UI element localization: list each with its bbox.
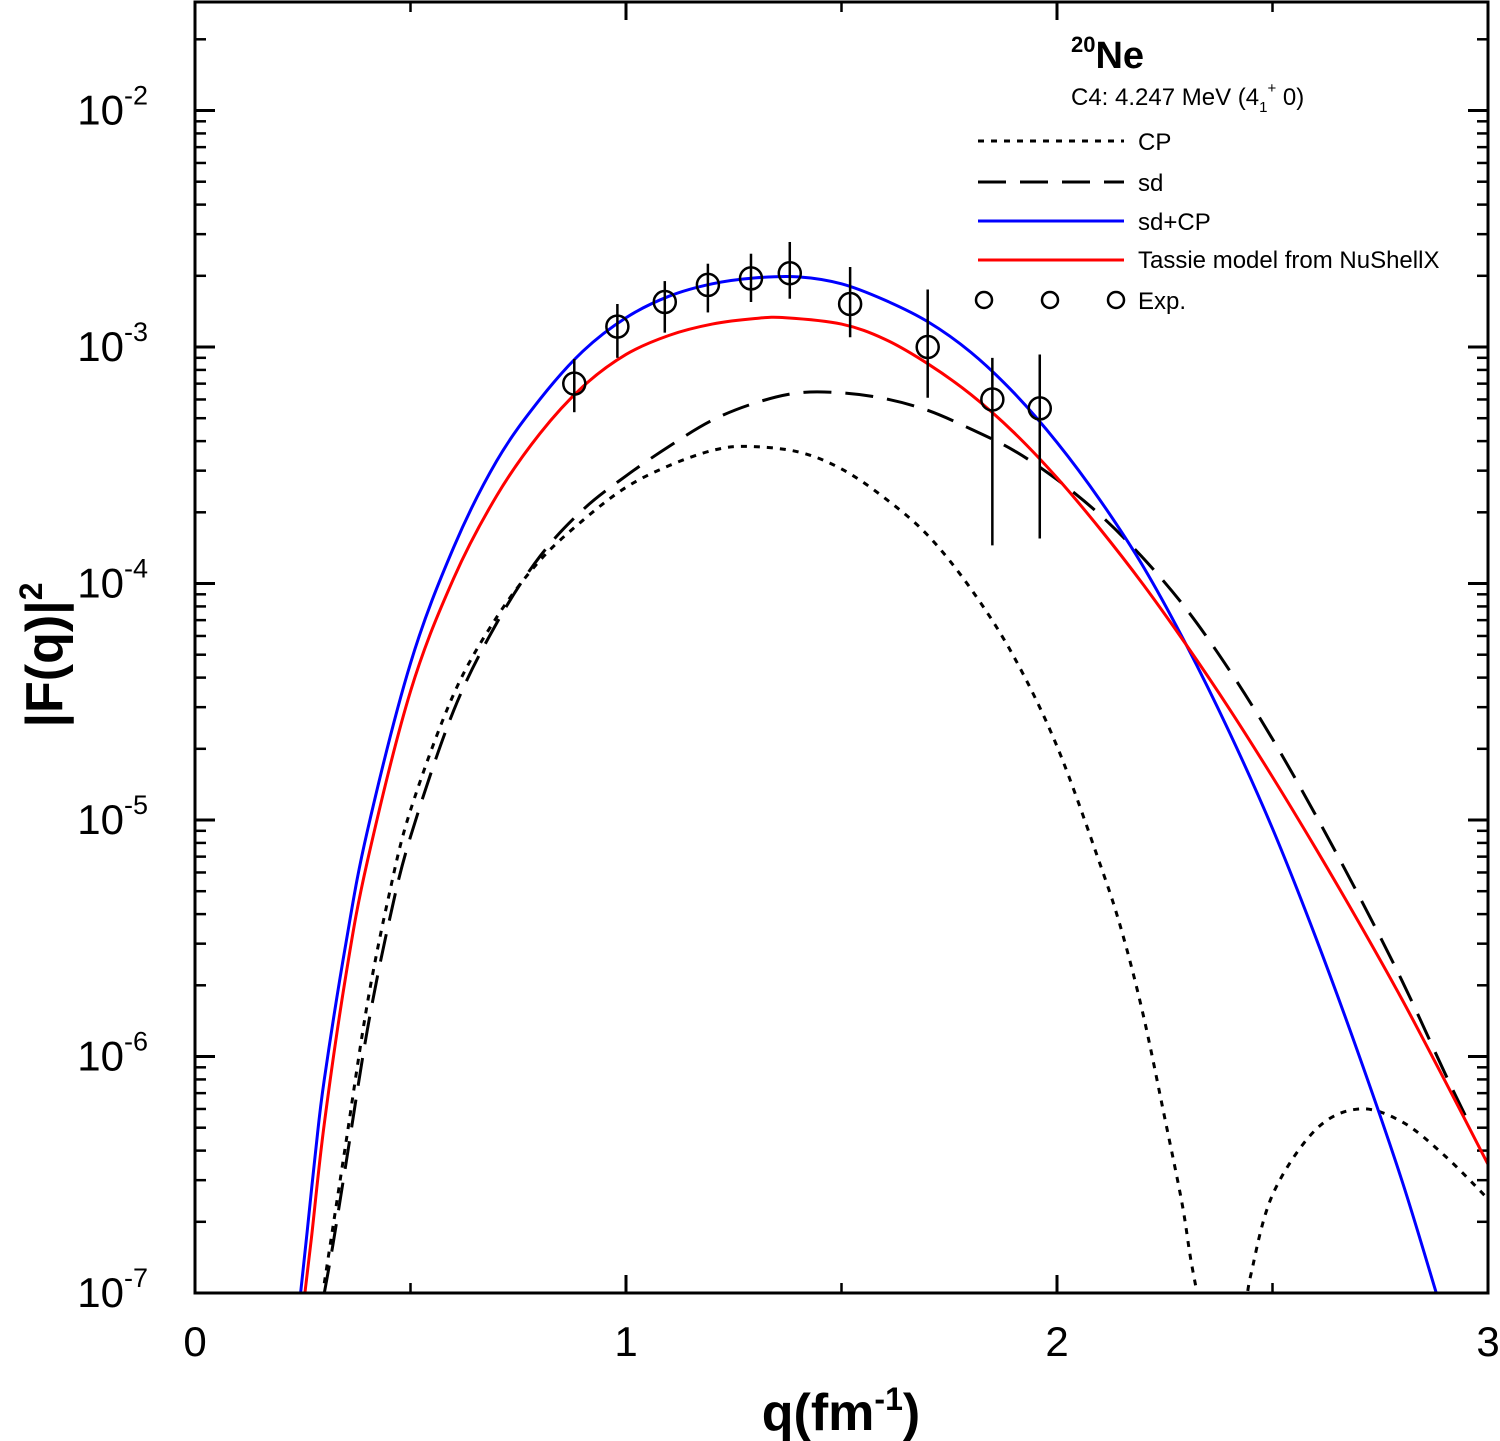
legend-marker-exp-3 — [1106, 290, 1126, 310]
legend-label-cp: CP — [1138, 129, 1171, 156]
exp-point — [777, 261, 803, 286]
minor-ticks — [195, 2, 1488, 1293]
y-tick-exponent: -4 — [124, 554, 148, 584]
series-line-sd-cp — [299, 274, 1438, 1293]
exp-point — [980, 387, 1005, 412]
y-axis-title-main: |F(q)| — [16, 600, 74, 727]
exp-point — [605, 314, 630, 339]
exp-point — [562, 371, 587, 396]
y-tick-labels: 10-710-610-510-410-310-2 — [77, 81, 148, 1317]
x-axis-title-sup: -1 — [874, 1381, 902, 1417]
exp-point — [915, 334, 940, 360]
y-tick-exponent: -6 — [124, 1027, 148, 1057]
transition-prefix: C4: 4.247 MeV (4 — [1071, 84, 1259, 111]
x-axis-title-main: q(fm — [762, 1384, 875, 1441]
x-tick-label: 0 — [183, 1318, 206, 1365]
curves — [299, 274, 1488, 1293]
transition-suffix: 0) — [1276, 84, 1304, 111]
y-tick-exponent: -2 — [124, 81, 148, 111]
x-tick-label: 1 — [614, 1318, 637, 1365]
y-tick-base: 10 — [77, 323, 124, 370]
legend-marker-exp-1 — [974, 290, 994, 310]
y-tick-base: 10 — [77, 796, 124, 843]
series-line-tassie-model-from-nushellx — [303, 315, 1488, 1293]
transition-label: C4: 4.247 MeV (41+ 0) — [1071, 80, 1304, 116]
y-axis-title: |F(q)|2 — [13, 582, 74, 727]
x-axis-title: q(fm-1) — [762, 1381, 920, 1441]
x-tick-labels: 0 1 2 3 — [183, 1318, 1499, 1365]
y-tick-base: 10 — [77, 560, 124, 607]
major-ticks — [193, 2, 1490, 1295]
nucleus-mass: 20 — [1071, 32, 1095, 57]
series-line-sd — [322, 390, 1468, 1293]
y-tick-label: 10-3 — [77, 317, 148, 370]
x-tick-label: 2 — [1045, 1318, 1068, 1365]
plot-frame — [193, 0, 1490, 1295]
legend-label-exp: Exp. — [1138, 288, 1186, 315]
x-axis-title-close: ) — [903, 1384, 920, 1441]
y-tick-label: 10-2 — [77, 81, 148, 134]
legend: CP sd sd+CP Tassie model from NuShellX E… — [974, 129, 1439, 315]
transition-sub: 1 — [1259, 99, 1267, 116]
experimental-points — [562, 241, 1053, 546]
y-tick-exponent: -5 — [124, 790, 148, 820]
nucleus-symbol: Ne — [1095, 35, 1144, 77]
y-tick-base: 10 — [77, 1033, 124, 1080]
y-tick-exponent: -3 — [124, 317, 148, 347]
y-tick-label: 10-4 — [77, 554, 148, 607]
y-axis-title-sup: 2 — [13, 582, 49, 600]
exp-point — [1027, 396, 1053, 421]
exp-point — [652, 289, 678, 315]
y-tick-label: 10-7 — [77, 1263, 148, 1316]
legend-marker-exp-2 — [1040, 290, 1060, 310]
y-tick-base: 10 — [77, 87, 124, 134]
y-tick-label: 10-6 — [77, 1027, 148, 1080]
legend-label-sd: sd — [1138, 170, 1163, 197]
exp-point — [695, 272, 721, 298]
legend-label-sd-cp: sd+CP — [1138, 209, 1211, 236]
y-tick-label: 10-5 — [77, 790, 148, 843]
nucleus-label: 20Ne — [1071, 32, 1144, 77]
exp-point — [837, 291, 863, 317]
x-tick-label: 3 — [1476, 1318, 1499, 1365]
transition-sup: + — [1267, 80, 1276, 97]
y-tick-base: 10 — [77, 1269, 124, 1316]
legend-label-tassie: Tassie model from NuShellX — [1138, 247, 1439, 274]
y-tick-exponent: -7 — [124, 1263, 148, 1293]
series-line-cp-part-2 — [1246, 1107, 1488, 1293]
exp-point — [738, 266, 764, 291]
